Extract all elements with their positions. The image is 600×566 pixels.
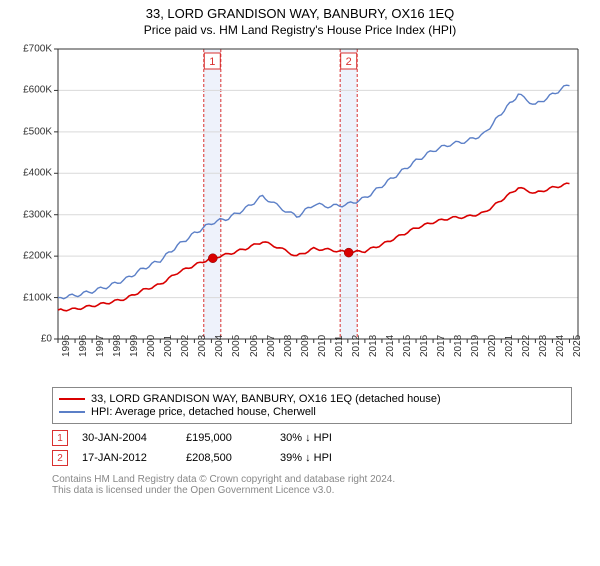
- sale-price: £208,500: [186, 452, 266, 464]
- x-tick-label: 2011: [334, 335, 345, 357]
- sale-row: 2 17-JAN-2012 £208,500 39% ↓ HPI: [52, 450, 572, 466]
- sale-marker: 1: [52, 430, 68, 446]
- y-tick-label: £500K: [23, 126, 52, 137]
- y-tick-label: £700K: [23, 44, 52, 55]
- sale-delta: 39% ↓ HPI: [280, 452, 332, 464]
- sale-date: 30-JAN-2004: [82, 432, 172, 444]
- legend-label: HPI: Average price, detached house, Cher…: [91, 406, 316, 418]
- x-tick-label: 2016: [419, 335, 430, 357]
- x-tick-label: 2020: [487, 335, 498, 357]
- y-tick-label: £400K: [23, 168, 52, 179]
- x-tick-label: 2015: [402, 335, 413, 357]
- legend-swatch: [59, 411, 85, 413]
- x-tick-label: 2001: [163, 335, 174, 357]
- x-tick-label: 2018: [453, 335, 464, 357]
- footer-line-1: Contains HM Land Registry data © Crown c…: [52, 474, 572, 485]
- x-tick-label: 2000: [146, 335, 157, 357]
- sales-table: 1 30-JAN-2004 £195,000 30% ↓ HPI 2 17-JAN-201…: [52, 430, 572, 466]
- sale-date: 17-JAN-2012: [82, 452, 172, 464]
- page-title: 33, LORD GRANDISON WAY, BANBURY, OX16 1E…: [0, 6, 600, 21]
- x-tick-label: 1997: [95, 335, 106, 357]
- x-tick-label: 2014: [385, 335, 396, 357]
- x-tick-label: 1999: [129, 335, 140, 357]
- x-tick-label: 2022: [521, 335, 532, 357]
- x-tick-label: 2023: [538, 335, 549, 357]
- footer: Contains HM Land Registry data © Crown c…: [52, 474, 572, 496]
- x-tick-label: 2007: [266, 335, 277, 357]
- x-tick-label: 1995: [61, 335, 72, 357]
- x-tick-label: 2021: [504, 335, 515, 357]
- x-tick-label: 2025: [572, 335, 583, 357]
- sale-row: 1 30-JAN-2004 £195,000 30% ↓ HPI: [52, 430, 572, 446]
- x-tick-label: 2009: [300, 335, 311, 357]
- svg-text:2: 2: [346, 56, 352, 68]
- sale-delta: 30% ↓ HPI: [280, 432, 332, 444]
- x-tick-label: 2013: [368, 335, 379, 357]
- x-tick-label: 2008: [283, 335, 294, 357]
- sale-marker: 2: [52, 450, 68, 466]
- x-tick-label: 2019: [470, 335, 481, 357]
- x-tick-label: 2024: [555, 335, 566, 357]
- legend-label: 33, LORD GRANDISON WAY, BANBURY, OX16 1E…: [91, 393, 441, 405]
- x-tick-label: 1996: [78, 335, 89, 357]
- x-tick-label: 2002: [180, 335, 191, 357]
- legend-row: 33, LORD GRANDISON WAY, BANBURY, OX16 1E…: [59, 393, 565, 405]
- sale-price: £195,000: [186, 432, 266, 444]
- legend-swatch: [59, 398, 85, 400]
- x-tick-label: 2012: [351, 335, 362, 357]
- y-tick-label: £100K: [23, 292, 52, 303]
- chart-svg: 12: [10, 39, 590, 379]
- x-tick-label: 2010: [317, 335, 328, 357]
- x-tick-label: 1998: [112, 335, 123, 357]
- y-tick-label: £0: [41, 334, 52, 345]
- y-tick-label: £300K: [23, 209, 52, 220]
- y-tick-label: £600K: [23, 85, 52, 96]
- x-tick-label: 2003: [197, 335, 208, 357]
- price-chart: 12 £0£100K£200K£300K£400K£500K£600K£700K…: [10, 39, 590, 379]
- page-subtitle: Price paid vs. HM Land Registry's House …: [0, 23, 600, 37]
- legend: 33, LORD GRANDISON WAY, BANBURY, OX16 1E…: [52, 387, 572, 424]
- y-tick-label: £200K: [23, 251, 52, 262]
- x-tick-label: 2017: [436, 335, 447, 357]
- legend-row: HPI: Average price, detached house, Cher…: [59, 406, 565, 418]
- footer-line-2: This data is licensed under the Open Gov…: [52, 485, 572, 496]
- x-tick-label: 2006: [249, 335, 260, 357]
- x-tick-label: 2004: [214, 335, 225, 357]
- svg-text:1: 1: [209, 56, 215, 68]
- x-tick-label: 2005: [231, 335, 242, 357]
